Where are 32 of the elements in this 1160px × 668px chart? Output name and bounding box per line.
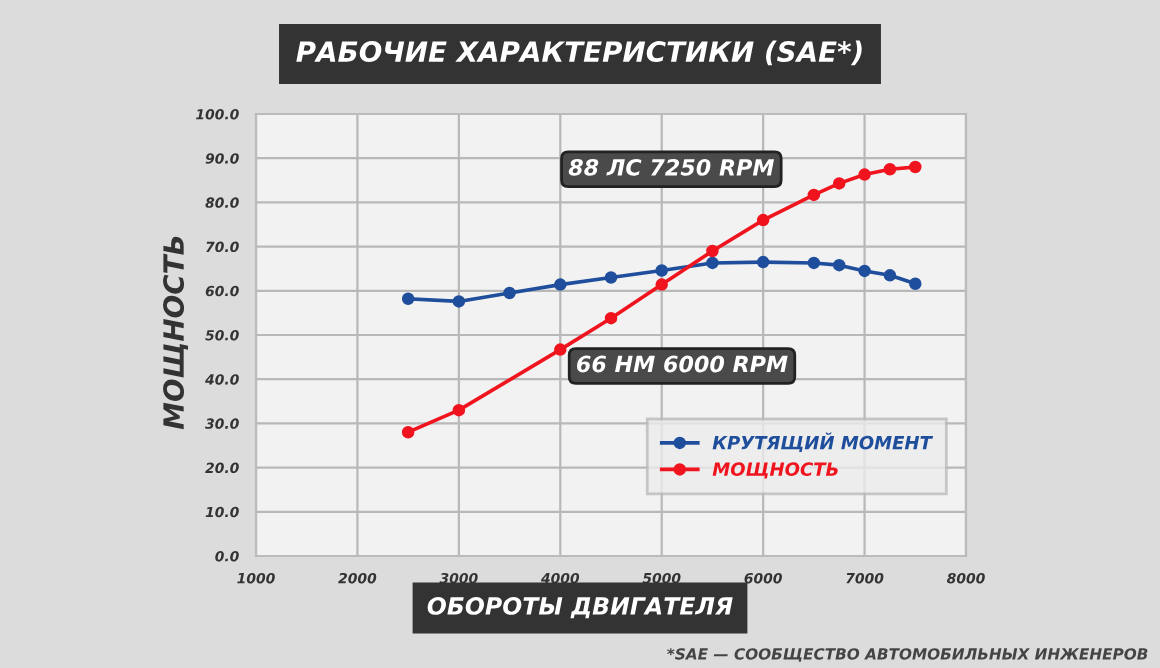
point: [554, 343, 567, 356]
point: [452, 403, 466, 417]
point: [655, 264, 668, 277]
point: [604, 271, 618, 284]
point: [655, 278, 668, 291]
chart-title: РАБОЧИЕ ХАРАКТЕРИСТИКИ (SAE*): [296, 40, 862, 66]
point: [807, 188, 821, 202]
annotation: 88 ЛС 7250 RPM: [568, 158, 775, 176]
point: [883, 269, 897, 282]
point: [909, 160, 922, 174]
annotation: 66 НМ 6000 RPM: [577, 355, 788, 373]
point: [858, 264, 871, 278]
point: [604, 311, 618, 325]
legend-label: МОЩНОСТЬ: [712, 462, 838, 479]
point: [706, 256, 719, 270]
point: [706, 244, 719, 258]
point: [452, 295, 466, 308]
point: [401, 425, 415, 439]
point: [401, 292, 415, 306]
point: [756, 213, 770, 227]
point: [883, 163, 897, 176]
point: [832, 258, 846, 272]
point: [503, 286, 516, 300]
x-axis-title: ОБОРОТЫ ДВИГАТЕЛЯ: [427, 596, 733, 619]
point: [554, 278, 567, 291]
legend-label: КРУТЯЩИЙ МОМЕНТ: [712, 432, 934, 453]
point: [909, 277, 922, 290]
point: [807, 256, 821, 270]
y-axis-title: МОЩНОСТЬ: [163, 236, 189, 430]
point: [756, 255, 770, 269]
point: [832, 177, 846, 190]
point: [858, 168, 871, 181]
